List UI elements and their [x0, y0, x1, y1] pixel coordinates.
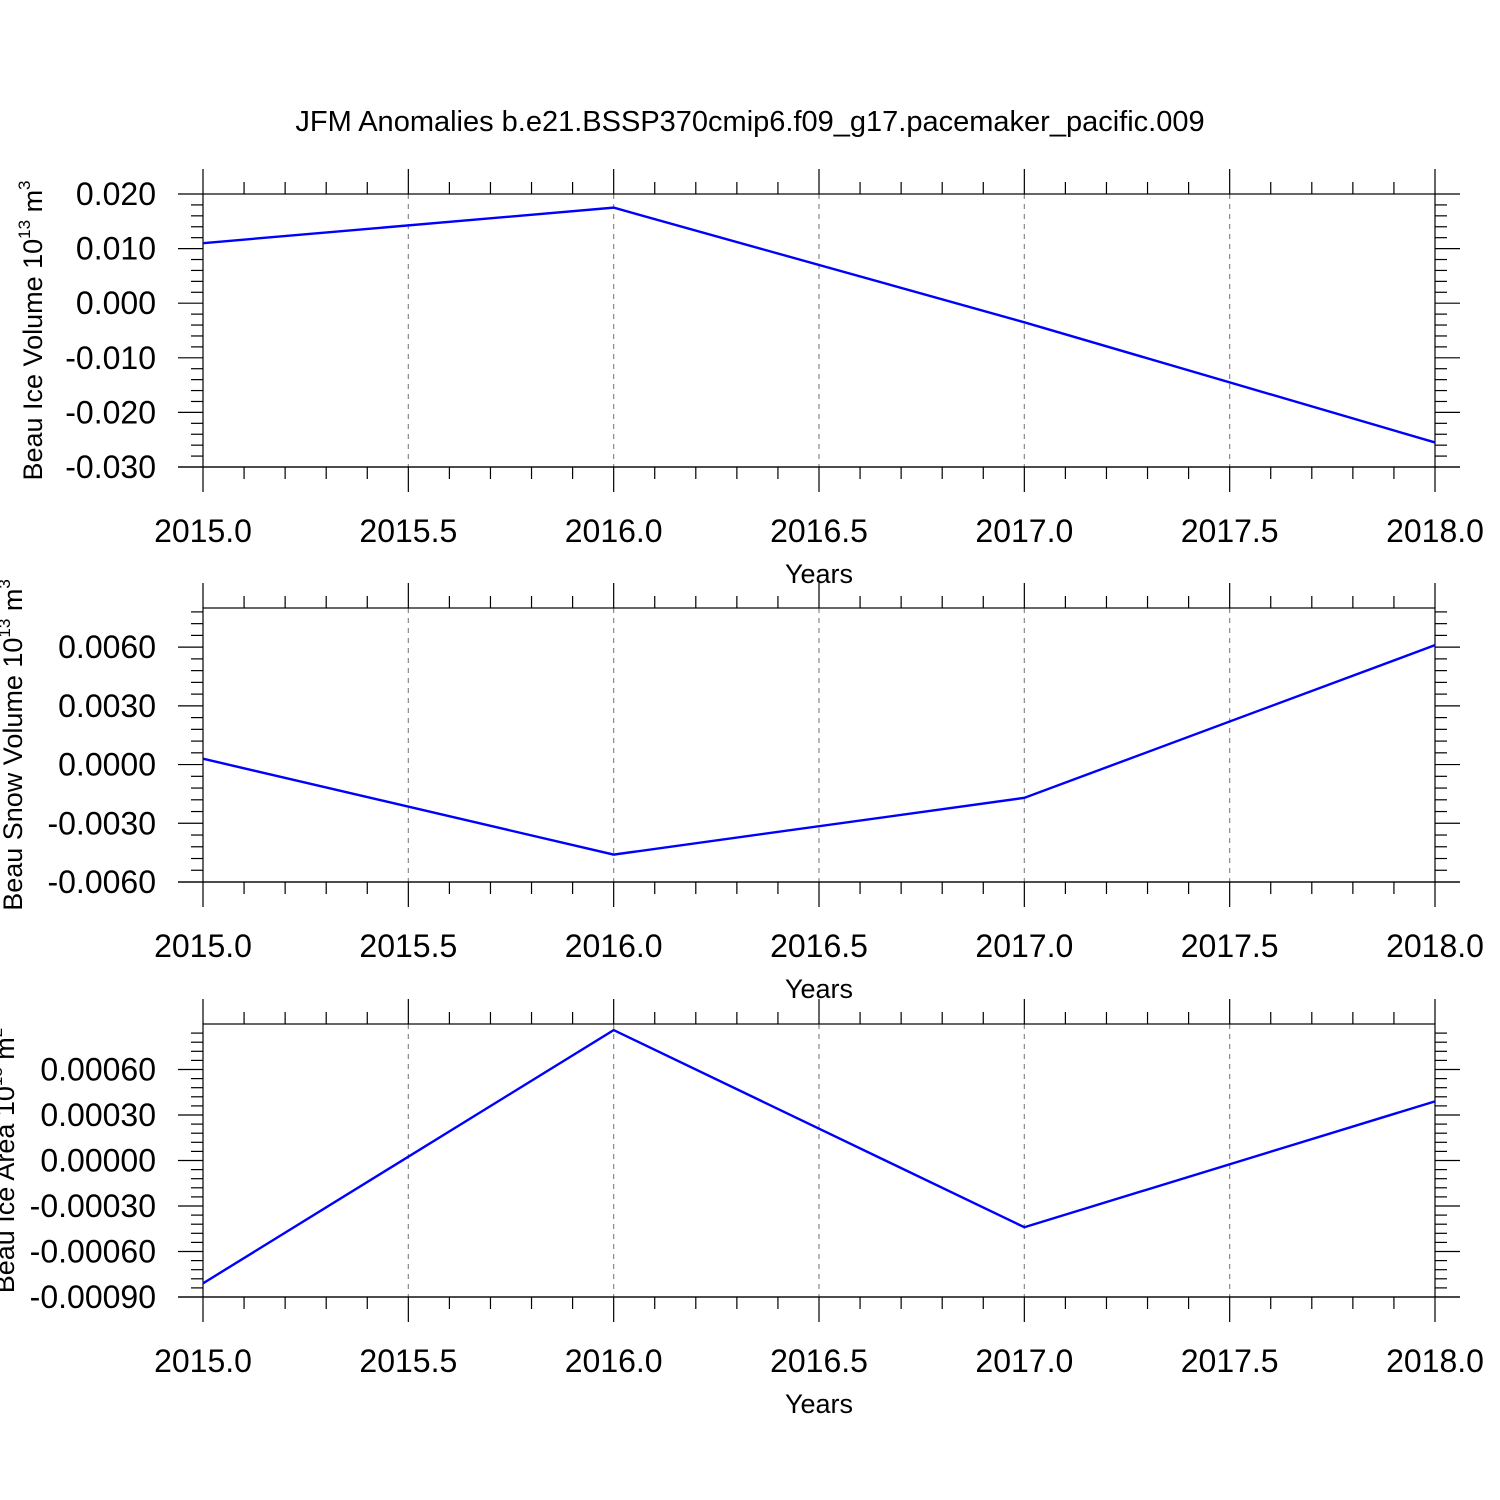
x-tick-label: 2015.0 — [154, 513, 252, 549]
y-tick-label: -0.010 — [65, 340, 156, 376]
y-tick-label: -0.0060 — [47, 864, 156, 900]
series-line — [202, 1028, 1436, 1285]
x-tick-label: 2015.5 — [359, 928, 457, 964]
x-tick-label: 2016.0 — [565, 1343, 663, 1379]
y-tick-label: -0.00060 — [30, 1234, 156, 1270]
panel-3: 2015.0 2015.5 2016.0 2016.5 2017.0 2017.5 2018… — [0, 999, 1484, 1419]
y-tick-label: -0.030 — [65, 449, 156, 485]
y-tick-label: -0.0030 — [47, 805, 156, 841]
x-tick-label: 2016.0 — [565, 513, 663, 549]
x-tick-label: 2017.0 — [975, 928, 1073, 964]
x-tick-label: 2016.5 — [770, 1343, 868, 1379]
x-tick-label: 2017.5 — [1181, 1343, 1279, 1379]
x-tick-label: 2017.0 — [975, 1343, 1073, 1379]
x-tick-label: 2018.0 — [1386, 928, 1484, 964]
y-tick-label: 0.0030 — [58, 688, 156, 724]
y-tick-label: 0.0060 — [58, 629, 156, 665]
x-tick-label: 2016.0 — [565, 928, 663, 964]
y-tick-label: 0.010 — [76, 231, 156, 267]
x-tick-label: 2016.5 — [770, 928, 868, 964]
x-axis-label: Years — [785, 1389, 853, 1419]
x-tick-label: 2015.5 — [359, 513, 457, 549]
y-tick-label: 0.00030 — [40, 1097, 156, 1133]
x-tick-label: 2015.0 — [154, 928, 252, 964]
y-axis-label: Beau Ice Volume 1013 m3 — [15, 180, 48, 480]
x-tick-label: 2017.5 — [1181, 928, 1279, 964]
x-tick-label: 2017.5 — [1181, 513, 1279, 549]
panel-1: 2015.0 2015.5 2016.0 2016.5 2017.0 2017.5 2018… — [15, 169, 1484, 589]
y-tick-label: -0.020 — [65, 394, 156, 430]
x-tick-label: 2018.0 — [1386, 1343, 1484, 1379]
x-tick-label: 2015.0 — [154, 1343, 252, 1379]
x-tick-label: 2016.5 — [770, 513, 868, 549]
panel-2: 2015.0 2015.5 2016.0 2016.5 2017.0 2017.5 2018… — [0, 579, 1484, 1004]
x-tick-label: 2015.5 — [359, 1343, 457, 1379]
y-axis-label: Beau Snow Volume 1013 m3 — [0, 579, 28, 911]
panels: 2015.0 2015.5 2016.0 2016.5 2017.0 2017.5 2018… — [0, 169, 1484, 1419]
y-tick-label: 0.00000 — [40, 1143, 156, 1179]
y-tick-label: 0.00060 — [40, 1052, 156, 1088]
y-axis-label: Beau Ice Area 1013 m2 — [0, 1028, 20, 1294]
chart-title: JFM Anomalies b.e21.BSSP370cmip6.f09_g17… — [295, 106, 1204, 138]
series-line — [202, 644, 1436, 856]
x-tick-label: 2018.0 — [1386, 513, 1484, 549]
y-tick-label: -0.00030 — [30, 1188, 156, 1224]
y-tick-label: 0.020 — [76, 176, 156, 212]
series-line — [202, 206, 1436, 444]
y-tick-label: -0.00090 — [30, 1279, 156, 1315]
y-tick-label: 0.000 — [76, 285, 156, 321]
y-tick-label: 0.0000 — [58, 747, 156, 783]
x-tick-label: 2017.0 — [975, 513, 1073, 549]
